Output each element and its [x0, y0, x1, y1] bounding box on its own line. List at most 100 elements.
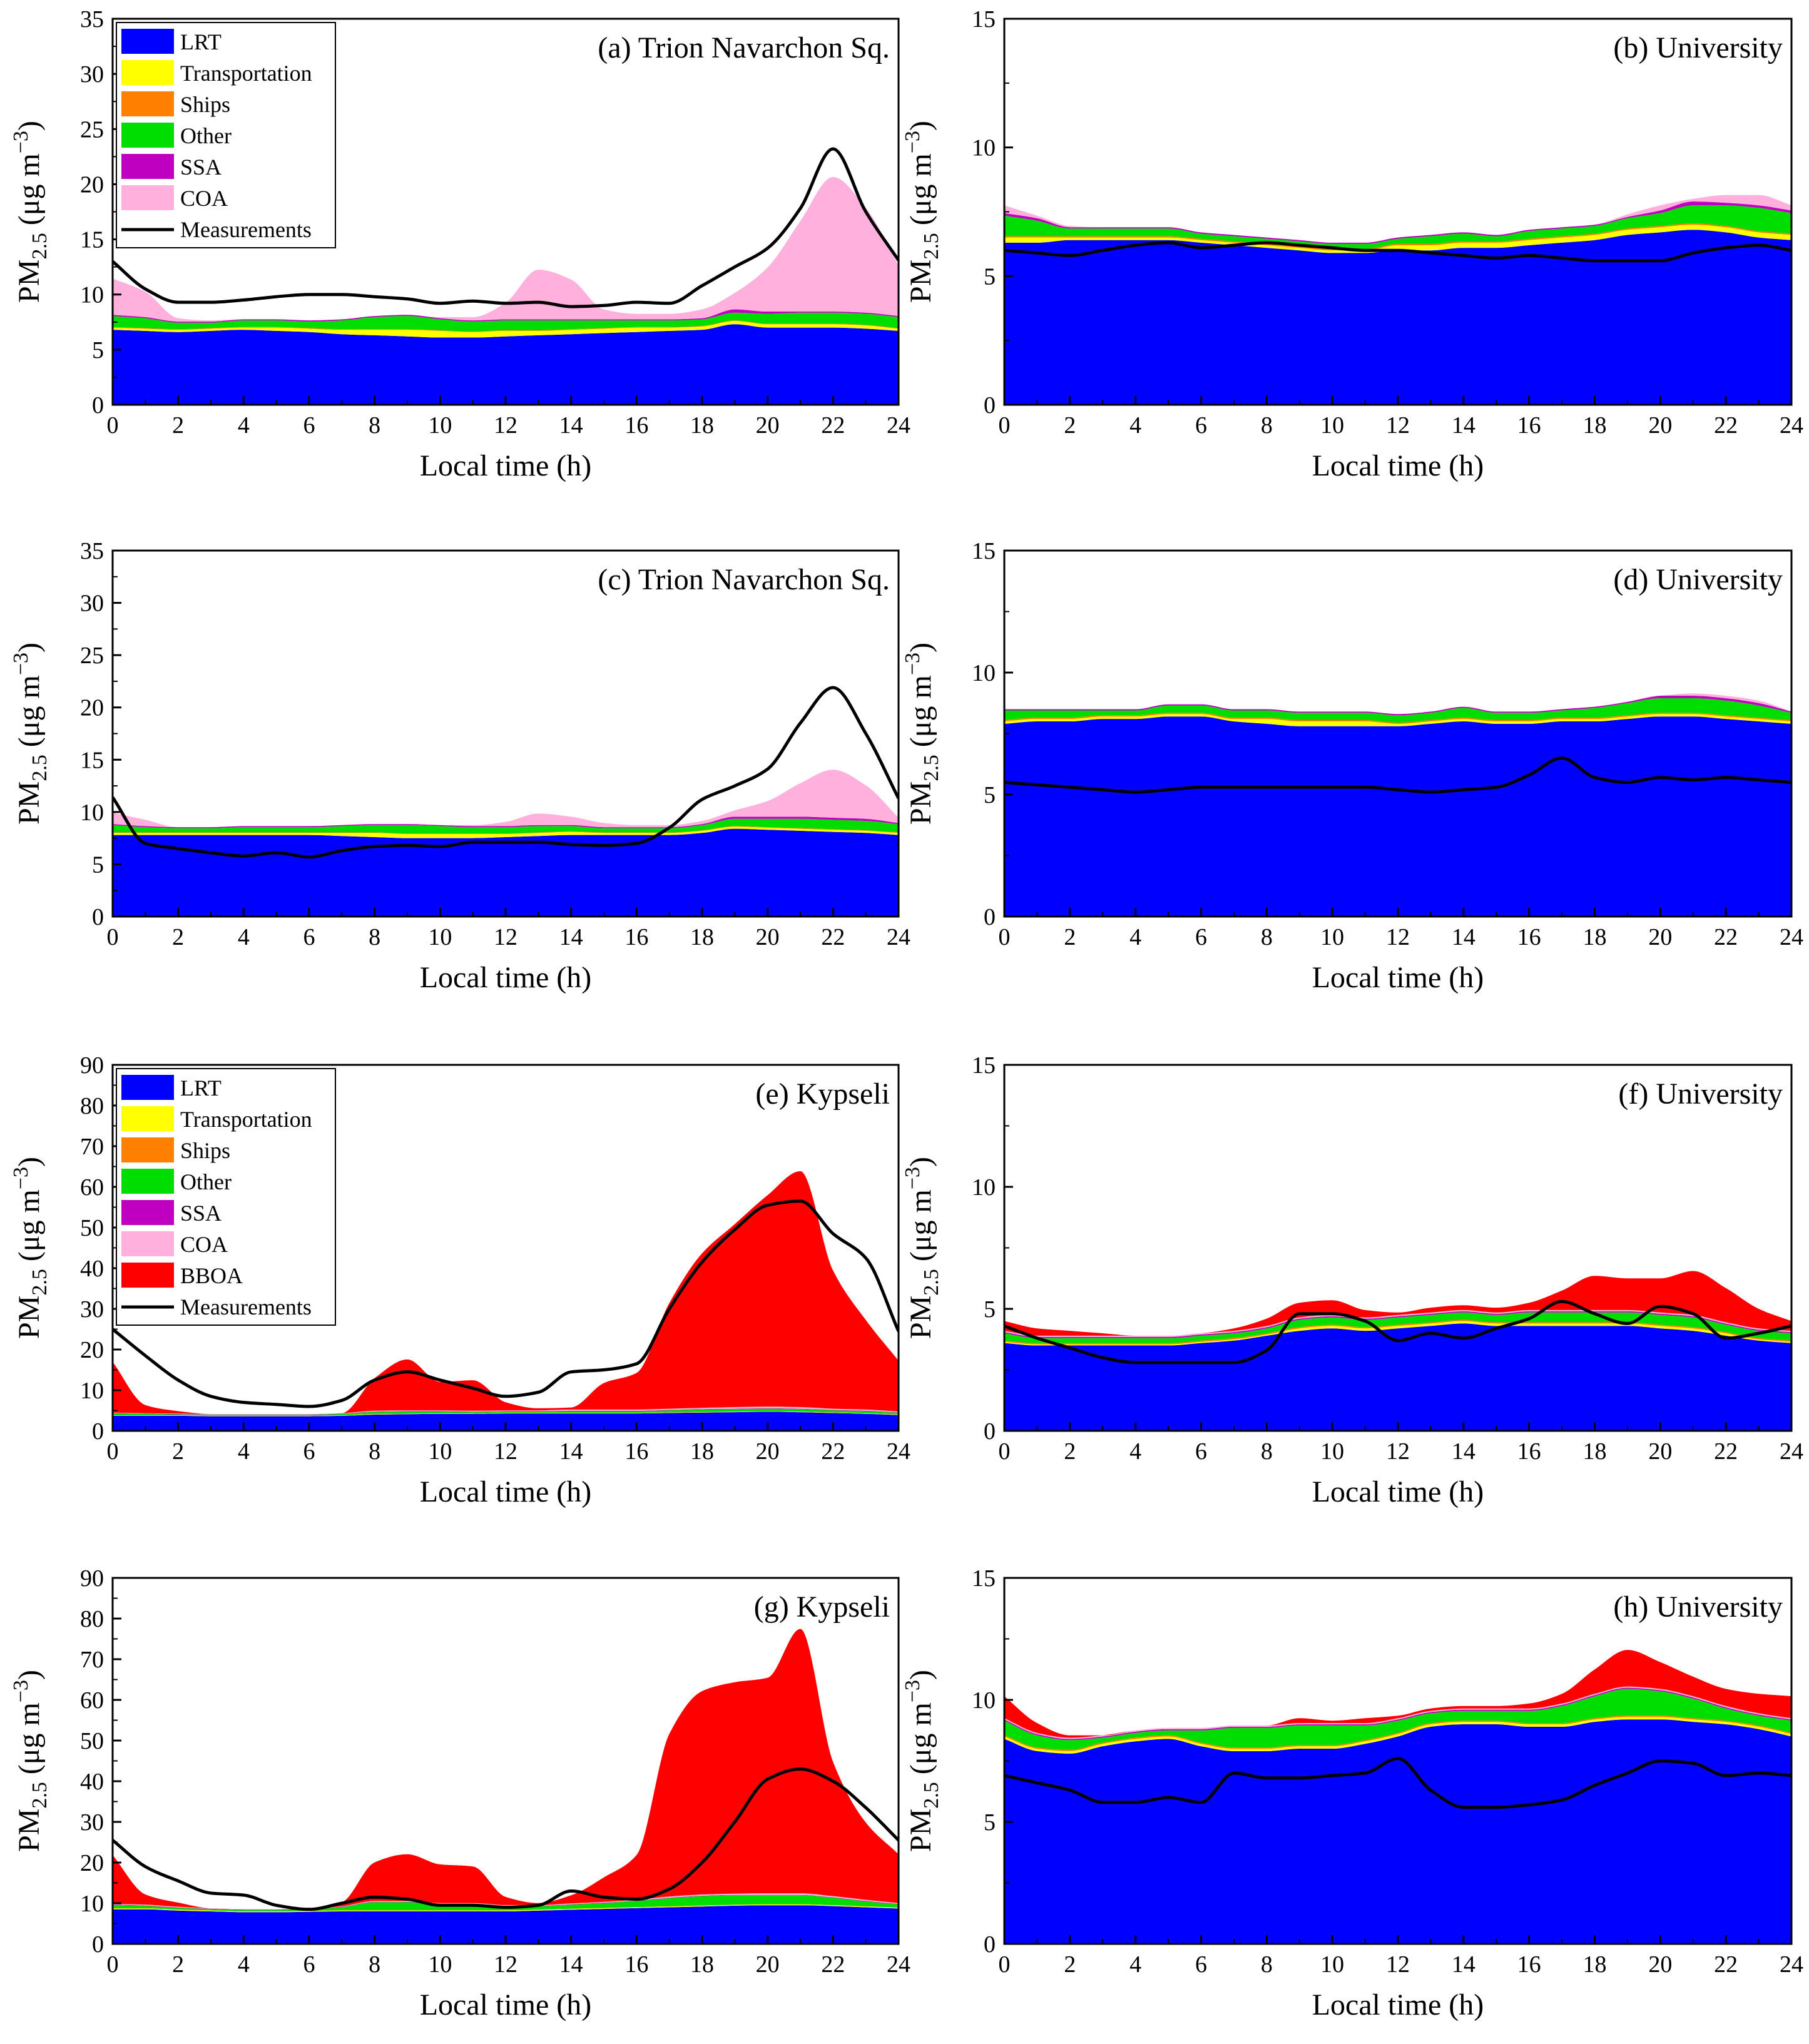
- area-ssa-e: [113, 1408, 899, 1415]
- y-tick-label-a: 30: [80, 61, 104, 88]
- x-tick-label-f: 6: [1195, 1438, 1207, 1465]
- x-tick-label-a: 0: [107, 412, 119, 439]
- y-tick-label-c: 25: [80, 643, 104, 669]
- x-tick-label-d: 20: [1648, 924, 1672, 950]
- y-tick-label-a: 10: [80, 282, 104, 308]
- legend-label-coa: COA: [180, 1232, 228, 1257]
- y-tick-label-g: 10: [80, 1891, 104, 1917]
- y-tick-label-e: 90: [80, 1052, 104, 1079]
- x-tick-label-e: 24: [887, 1438, 910, 1465]
- y-tick-label-e: 10: [80, 1378, 104, 1404]
- panel-a: 0 2 4 6 8 10 12 14 16 18 20 22 2405101520253035Local…: [9, 6, 910, 482]
- x-axis-label-d: Local time (h): [1312, 961, 1484, 994]
- x-tick-label-h: 4: [1129, 1951, 1141, 1978]
- y-axis-label-h: PM2.5 (μg m−3): [901, 1670, 943, 1852]
- x-tick-label-f: 0: [999, 1438, 1011, 1465]
- x-tick-label-c: 10: [428, 924, 452, 950]
- y-axis-label-e: PM2.5 (μg m−3): [9, 1157, 51, 1339]
- legend-label-other: Other: [180, 123, 232, 148]
- x-tick-label-h: 0: [999, 1951, 1011, 1978]
- x-tick-label-g: 10: [428, 1951, 452, 1978]
- plot-area-h: [1004, 1650, 1791, 1944]
- y-axis-label-f: PM2.5 (μg m−3): [901, 1157, 943, 1339]
- x-tick-label-d: 22: [1714, 924, 1738, 950]
- legend-label-measurements: Measurements: [180, 217, 312, 242]
- x-tick-label-a: 10: [428, 412, 452, 439]
- x-tick-label-g: 20: [756, 1951, 780, 1978]
- x-tick-label-g: 22: [821, 1951, 845, 1978]
- measurements-line-c: [113, 686, 899, 859]
- x-tick-label-d: 4: [1129, 924, 1141, 950]
- x-tick-label-f: 4: [1129, 1438, 1141, 1465]
- y-tick-label-c: 30: [80, 591, 104, 617]
- x-tick-label-f: 12: [1386, 1438, 1410, 1465]
- x-tick-label-a: 24: [887, 412, 910, 439]
- area-other-f: [1004, 1312, 1791, 1343]
- legend-label-ships: Ships: [180, 1138, 230, 1163]
- x-tick-label-g: 8: [369, 1951, 380, 1978]
- area-other-h: [1004, 1689, 1791, 1750]
- legend-label-lrt: LRT: [180, 1075, 222, 1101]
- x-tick-label-d: 18: [1583, 924, 1607, 950]
- plot-area-c: [113, 686, 899, 917]
- panel-c: 0 2 4 6 8 10 12 14 16 18 20 22 2405101520253035Local…: [9, 538, 910, 994]
- measurements-line-f: [1004, 1299, 1791, 1365]
- measurements-line-d: [1004, 756, 1791, 794]
- area-coa-e: [113, 1406, 899, 1415]
- y-tick-label-g: 30: [80, 1809, 104, 1836]
- area-other-e: [113, 1408, 899, 1416]
- legend-swatch-transportation: [121, 60, 174, 85]
- plot-area-b: [1004, 195, 1791, 405]
- x-tick-label-b: 8: [1261, 412, 1273, 439]
- x-tick-label-f: 10: [1320, 1438, 1344, 1465]
- x-tick-label-e: 10: [428, 1438, 452, 1465]
- panel-title-d: (d) University: [1613, 563, 1783, 596]
- plot-area-e: [113, 1171, 899, 1431]
- x-tick-label-h: 18: [1583, 1951, 1607, 1978]
- y-tick-label-d: 15: [972, 538, 996, 564]
- x-tick-label-h: 8: [1261, 1951, 1273, 1978]
- x-tick-label-c: 16: [624, 924, 648, 950]
- y-tick-label-e: 50: [80, 1215, 104, 1241]
- x-tick-label-a: 20: [756, 412, 780, 439]
- area-ships-f: [1004, 1319, 1791, 1345]
- x-tick-label-f: 8: [1261, 1438, 1273, 1465]
- y-tick-label-e: 20: [80, 1337, 104, 1363]
- x-tick-label-f: 20: [1648, 1438, 1672, 1465]
- legend-swatch-ssa: [121, 154, 174, 179]
- area-transportation-e: [113, 1411, 899, 1416]
- x-tick-label-e: 6: [303, 1438, 315, 1465]
- x-tick-label-h: 22: [1714, 1951, 1738, 1978]
- area-ships-b: [1004, 223, 1791, 251]
- legend-swatch-transportation: [121, 1106, 174, 1131]
- x-tick-label-c: 4: [238, 924, 250, 950]
- y-tick-label-g: 90: [80, 1565, 104, 1592]
- y-tick-label-e: 0: [92, 1418, 104, 1445]
- area-lrt-b: [1004, 230, 1791, 405]
- y-tick-label-d: 0: [984, 904, 996, 930]
- x-tick-label-g: 4: [238, 1951, 250, 1978]
- x-tick-label-b: 12: [1386, 412, 1410, 439]
- measurements-line-a: [113, 147, 899, 308]
- x-tick-label-e: 4: [238, 1438, 250, 1465]
- x-tick-label-b: 4: [1129, 412, 1141, 439]
- y-tick-label-d: 5: [984, 782, 996, 808]
- x-tick-label-f: 22: [1714, 1438, 1738, 1465]
- legend-label-lrt: LRT: [180, 29, 222, 54]
- legend-label-ssa: SSA: [180, 1201, 222, 1226]
- y-tick-label-g: 70: [80, 1647, 104, 1673]
- x-tick-label-f: 24: [1780, 1438, 1803, 1465]
- x-tick-label-d: 10: [1320, 924, 1344, 950]
- legend-label-coa: COA: [180, 186, 228, 211]
- x-axis-label-c: Local time (h): [420, 961, 592, 994]
- panel-title-h: (h) University: [1613, 1590, 1783, 1624]
- x-tick-label-d: 16: [1517, 924, 1541, 950]
- x-axis-label-g: Local time (h): [420, 1988, 592, 2021]
- area-coa-b: [1004, 195, 1791, 243]
- x-tick-label-c: 6: [303, 924, 315, 950]
- area-bboa-g: [113, 1629, 899, 1909]
- legend-label-other: Other: [180, 1169, 232, 1194]
- area-bboa-h: [1004, 1650, 1791, 1738]
